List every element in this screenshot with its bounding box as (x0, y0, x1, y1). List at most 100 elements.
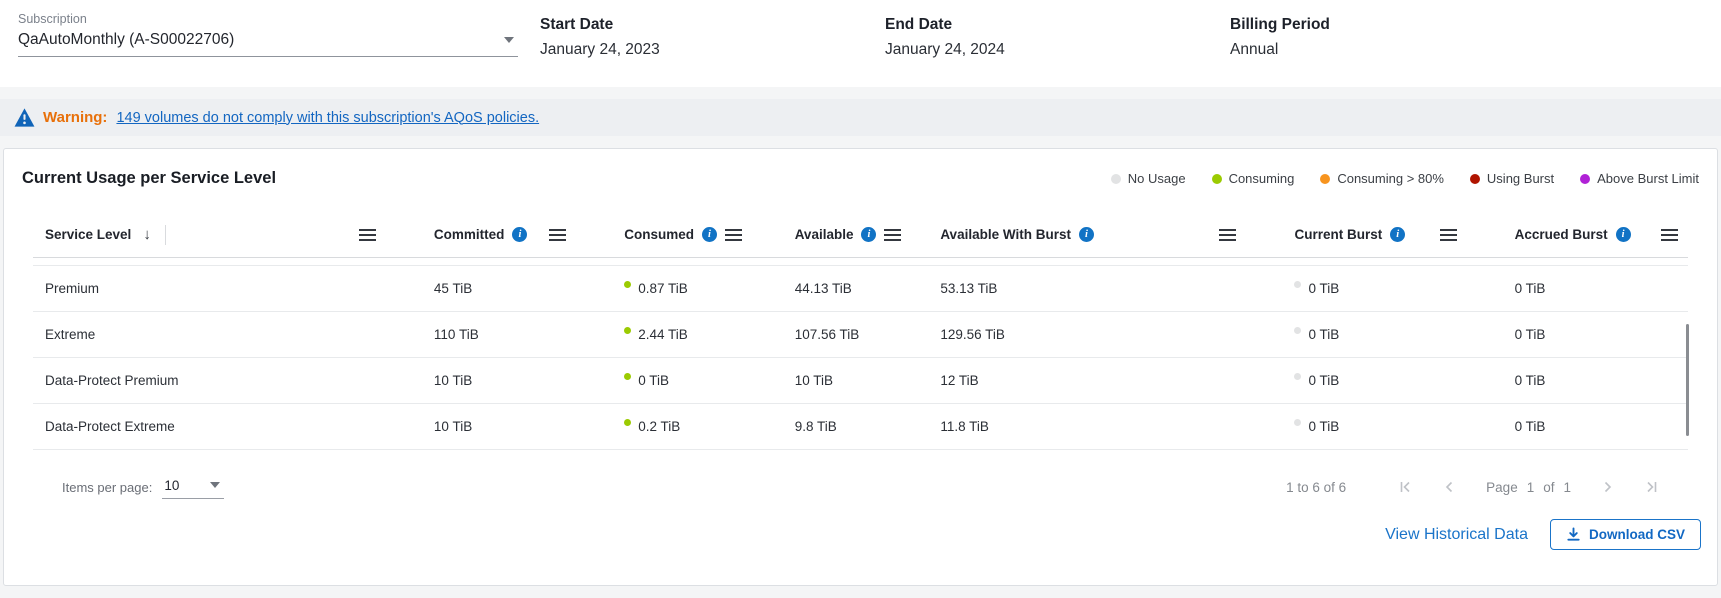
column-menu-icon[interactable] (884, 228, 902, 241)
page-label: Page (1486, 479, 1518, 495)
legend-label: Above Burst Limit (1597, 171, 1699, 186)
column-header-accrued-burst[interactable]: Accrued Burst (1503, 212, 1688, 257)
column-resize-handle[interactable] (164, 224, 166, 245)
column-header-available-with-burst[interactable]: Available With Burst (928, 212, 1282, 257)
column-menu-icon[interactable] (358, 228, 376, 241)
scrolled-row-sliver (33, 258, 1688, 266)
card-title: Current Usage per Service Level (22, 169, 277, 187)
column-label: Consumed (624, 227, 694, 242)
start-date-label: Start Date (540, 16, 614, 33)
table-footer: Items per page: 10 1 to 6 of 6 Page 1 (62, 472, 1659, 502)
start-date-value: January 24, 2023 (540, 41, 660, 58)
billing-period-value: Annual (1230, 41, 1279, 58)
table-row: Premium 45 TiB 0.87 TiB 44.13 TiB 53.13 … (33, 266, 1688, 312)
cell-available-with-burst: 129.56 TiB (940, 327, 1005, 342)
end-date-field: End Date January 24, 2024 (885, 16, 1230, 59)
cell-current-burst: 0 TiB (1282, 419, 1502, 434)
column-label: Committed (433, 227, 505, 242)
subscription-field: Subscription QaAutoMonthly (A-S00022706) (18, 12, 518, 57)
cell-accrued-burst: 0 TiB (1514, 419, 1546, 434)
column-header-current-burst[interactable]: Current Burst (1282, 212, 1502, 257)
download-csv-button[interactable]: Download CSV (1549, 519, 1701, 550)
cell-consumed: 0.87 TiB (612, 281, 782, 296)
billing-period-field: Billing Period Annual (1230, 16, 1575, 59)
info-icon[interactable] (1615, 227, 1631, 242)
consumed-value: 0.87 TiB (638, 281, 688, 296)
no-usage-dot-icon (1110, 173, 1121, 184)
consuming-status-dot-icon (624, 327, 632, 334)
consumed-value: 0.2 TiB (638, 419, 681, 434)
cell-accrued-burst: 0 TiB (1514, 373, 1546, 388)
column-menu-icon[interactable] (549, 228, 567, 241)
items-per-page-select[interactable]: 10 (162, 476, 225, 499)
consuming-status-dot-icon (624, 281, 632, 288)
subscription-value: QaAutoMonthly (A-S00022706) (18, 31, 235, 48)
filters-bar: Subscription QaAutoMonthly (A-S00022706)… (0, 0, 1721, 87)
end-date-value: January 24, 2024 (885, 41, 1005, 58)
next-page-icon[interactable] (1601, 480, 1615, 494)
column-menu-icon[interactable] (1439, 228, 1457, 241)
view-historical-data-link[interactable]: View Historical Data (1385, 525, 1528, 543)
column-menu-icon[interactable] (725, 228, 742, 241)
info-icon[interactable] (702, 227, 717, 242)
first-page-icon[interactable] (1398, 480, 1412, 494)
column-label: Service Level (45, 227, 132, 242)
info-icon[interactable] (861, 227, 877, 242)
subscription-select[interactable]: QaAutoMonthly (A-S00022706) (18, 26, 518, 57)
usage-table: Service Level ↓ Committed Consumed Avail… (33, 212, 1689, 502)
column-header-available[interactable]: Available (783, 212, 929, 257)
cell-available: 44.13 TiB (794, 281, 852, 296)
consuming-80-dot-icon (1320, 173, 1331, 184)
column-menu-icon[interactable] (1660, 228, 1678, 241)
column-label: Current Burst (1294, 227, 1383, 242)
table-scrollbar[interactable] (1686, 324, 1689, 436)
table-header-row: Service Level ↓ Committed Consumed Avail… (33, 212, 1688, 258)
pager-controls: Page 1 of 1 (1398, 480, 1659, 495)
items-per-page-value: 10 (164, 477, 180, 493)
consuming-status-dot-icon (624, 373, 632, 380)
current-burst-value: 0 TiB (1308, 281, 1340, 296)
column-header-committed[interactable]: Committed (422, 212, 612, 257)
chevron-down-icon (210, 482, 221, 488)
legend-item-no-usage: No Usage (1110, 171, 1186, 186)
cell-current-burst: 0 TiB (1282, 281, 1502, 296)
legend-label: Using Burst (1486, 171, 1555, 186)
info-icon[interactable] (1078, 227, 1094, 242)
usage-card-header: Current Usage per Service Level No Usage… (4, 149, 1717, 188)
cell-available: 10 TiB (794, 373, 833, 388)
no-usage-status-dot-icon (1294, 281, 1302, 288)
legend-item-above-burst: Above Burst Limit (1580, 171, 1699, 186)
current-burst-value: 0 TiB (1308, 419, 1340, 434)
current-page: 1 (1526, 479, 1535, 495)
legend-label: Consuming > 80% (1337, 171, 1444, 186)
column-label: Accrued Burst (1514, 227, 1608, 242)
consumed-value: 0 TiB (638, 373, 669, 388)
card-actions: View Historical Data Download CSV (4, 519, 1701, 550)
last-page-icon[interactable] (1645, 480, 1659, 494)
cell-service-level: Data-Protect Premium (45, 373, 179, 388)
column-menu-icon[interactable] (1219, 228, 1237, 241)
start-date-field: Start Date January 24, 2023 (540, 16, 885, 59)
download-icon (1566, 527, 1581, 542)
previous-page-icon[interactable] (1442, 480, 1456, 494)
of-label: of (1543, 479, 1555, 495)
consumed-value: 2.44 TiB (638, 327, 688, 342)
table-row: Extreme 110 TiB 2.44 TiB 107.56 TiB 129.… (33, 312, 1688, 358)
warning-label: Warning: (43, 109, 108, 126)
column-header-service-level[interactable]: Service Level ↓ (33, 212, 422, 257)
cell-available-with-burst: 53.13 TiB (940, 281, 998, 296)
legend-item-using-burst: Using Burst (1469, 171, 1555, 186)
info-icon[interactable] (1390, 227, 1406, 242)
current-burst-value: 0 TiB (1308, 373, 1340, 388)
no-usage-status-dot-icon (1294, 419, 1302, 426)
cell-accrued-burst: 0 TiB (1514, 281, 1546, 296)
chevron-down-icon (504, 37, 514, 43)
cell-committed: 10 TiB (433, 419, 473, 434)
cell-consumed: 0.2 TiB (612, 419, 782, 434)
cell-available-with-burst: 12 TiB (940, 373, 979, 388)
warning-link[interactable]: 149 volumes do not comply with this subs… (116, 109, 540, 126)
info-icon[interactable] (512, 227, 528, 242)
table-body: Premium 45 TiB 0.87 TiB 44.13 TiB 53.13 … (33, 258, 1689, 450)
pagination-zone: 1 to 6 of 6 Page 1 of 1 (1286, 480, 1659, 495)
column-header-consumed[interactable]: Consumed (612, 212, 782, 257)
